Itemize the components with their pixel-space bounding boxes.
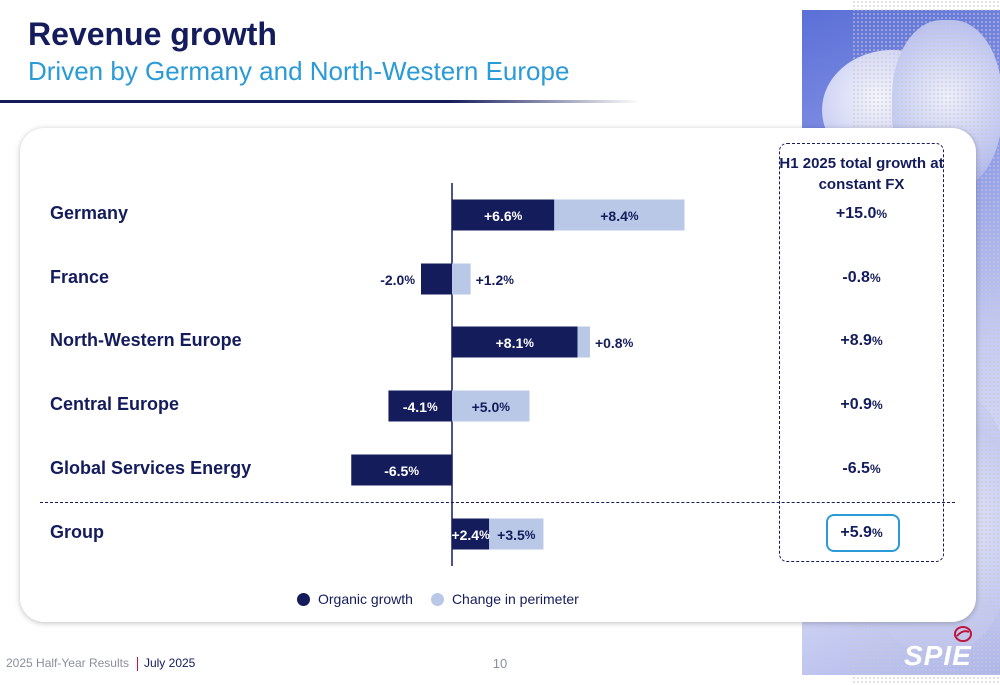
label-organic-north-western-europe: +8.1% bbox=[496, 335, 535, 351]
logo-swirl-icon bbox=[954, 626, 972, 642]
label-perimeter-central-europe: +5.0% bbox=[472, 399, 511, 415]
footer-report-name: 2025 Half-Year Results bbox=[6, 656, 129, 670]
legend-item-organic: Organic growth bbox=[297, 591, 413, 607]
group-total-highlight bbox=[826, 514, 900, 552]
bar-organic-group bbox=[452, 518, 490, 550]
group-separator bbox=[40, 502, 955, 503]
spie-logo: SPIE bbox=[904, 626, 990, 671]
legend-item-perimeter: Change in perimeter bbox=[430, 591, 579, 607]
bar-organic-france bbox=[421, 263, 452, 295]
total-value-central-europe: +0.9% bbox=[840, 396, 883, 413]
logo-text: SPIE bbox=[904, 640, 972, 671]
legend-swatch-perimeter bbox=[430, 592, 444, 606]
bar-perimeter-france bbox=[452, 263, 471, 295]
row-label-germany: Germany bbox=[50, 203, 129, 223]
label-organic-france: -2.0% bbox=[380, 272, 415, 288]
row-label-global-services-energy: Global Services Energy bbox=[50, 458, 252, 478]
row-label-france: France bbox=[50, 267, 110, 287]
legend-label-organic: Organic growth bbox=[318, 591, 413, 607]
label-organic-germany: +6.6% bbox=[484, 208, 523, 224]
bar-perimeter-north-western-europe bbox=[577, 326, 590, 358]
bar-organic-north-western-europe bbox=[452, 326, 578, 358]
totals-column-box bbox=[779, 143, 944, 562]
page-title: Revenue growth bbox=[28, 16, 277, 52]
bar-organic-central-europe bbox=[388, 390, 452, 422]
label-perimeter-france: +1.2% bbox=[476, 272, 515, 288]
total-value-group: +5.9% bbox=[840, 524, 883, 541]
bar-perimeter-germany bbox=[554, 199, 685, 231]
label-perimeter-germany: +8.4% bbox=[600, 208, 639, 224]
total-value-germany: +15.0% bbox=[835, 205, 888, 222]
footer-info: 2025 Half-Year Results July 2025 bbox=[6, 656, 195, 671]
bar-perimeter-group bbox=[489, 518, 544, 550]
page-subtitle: Driven by Germany and North-Western Euro… bbox=[28, 56, 570, 86]
bar-perimeter-central-europe bbox=[452, 390, 530, 422]
row-label-central-europe: Central Europe bbox=[50, 394, 180, 414]
page-number: 10 bbox=[492, 656, 508, 671]
chart-legend: Organic growth Change in perimeter bbox=[297, 591, 597, 607]
label-organic-group: +2.4% bbox=[451, 527, 490, 543]
legend-label-perimeter: Change in perimeter bbox=[451, 591, 579, 607]
bar-organic-germany bbox=[452, 199, 555, 231]
legend-swatch-organic bbox=[297, 592, 310, 606]
label-organic-global-services-energy: -6.5% bbox=[384, 463, 419, 479]
row-label-group: Group bbox=[50, 522, 104, 542]
footer-divider bbox=[136, 656, 138, 671]
title-underline bbox=[0, 100, 640, 103]
total-value-france: -0.8% bbox=[842, 269, 881, 286]
bar-organic-global-services-energy bbox=[351, 454, 452, 486]
row-label-north-western-europe: North-Western Europe bbox=[50, 330, 242, 350]
totals-header-text: H1 2025 total growth at constant FX bbox=[779, 155, 944, 193]
footer-date: July 2025 bbox=[143, 656, 196, 670]
total-value-north-western-europe: +8.9% bbox=[840, 332, 883, 349]
totals-column-header: H1 2025 total growth at constant FX bbox=[779, 153, 944, 195]
label-perimeter-group: +3.5% bbox=[497, 527, 536, 543]
label-perimeter-north-western-europe: +0.8% bbox=[595, 335, 634, 351]
total-value-global-services-energy: -6.5% bbox=[842, 460, 881, 477]
label-organic-central-europe: -4.1% bbox=[403, 399, 438, 415]
